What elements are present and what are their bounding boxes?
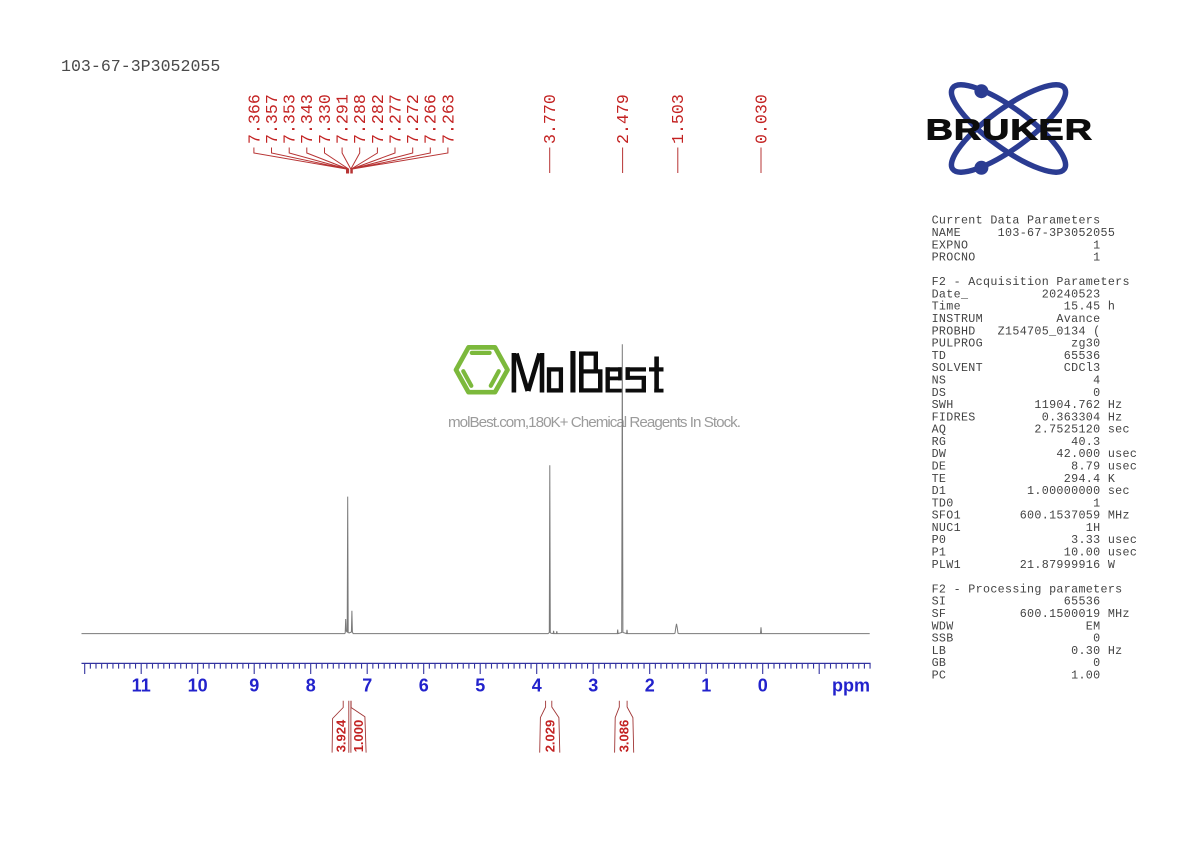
- svg-text:3.924: 3.924: [334, 719, 349, 752]
- svg-text:10: 10: [188, 676, 208, 696]
- svg-text:8: 8: [306, 676, 316, 696]
- svg-text:SFO1 600.1537059 MHz: SFO1 600.1537059 MHz: [932, 509, 1130, 523]
- svg-text:11: 11: [132, 676, 151, 696]
- svg-text:SSB 0: SSB 0: [932, 632, 1101, 646]
- svg-text:7.343: 7.343: [298, 94, 317, 144]
- svg-text:SI 65536: SI 65536: [932, 595, 1101, 609]
- svg-text:ppm: ppm: [832, 676, 870, 696]
- svg-text:WDW EM: WDW EM: [932, 619, 1101, 633]
- svg-text:3.770: 3.770: [541, 94, 560, 144]
- svg-text:TE 294.4 K: TE 294.4 K: [932, 472, 1116, 486]
- svg-text:7.263: 7.263: [439, 94, 458, 144]
- svg-text:7.272: 7.272: [404, 94, 423, 144]
- svg-text:6: 6: [419, 676, 429, 696]
- svg-text:molBest.com,180K+ Chemical Rea: molBest.com,180K+ Chemical Reagents In S…: [448, 414, 741, 431]
- svg-text:1.503: 1.503: [669, 94, 688, 144]
- svg-text:DS 0: DS 0: [932, 386, 1101, 400]
- svg-text:7.357: 7.357: [263, 94, 282, 144]
- svg-text:5: 5: [475, 676, 485, 696]
- svg-text:1.000: 1.000: [351, 720, 366, 753]
- svg-text:NS 4: NS 4: [932, 373, 1101, 387]
- svg-text:SWH 11904.762 Hz: SWH 11904.762 Hz: [932, 398, 1123, 412]
- svg-text:7: 7: [362, 676, 372, 696]
- svg-text:Current Data Parameters: Current Data Parameters: [932, 214, 1101, 228]
- svg-text:F2 - Processing parameters: F2 - Processing parameters: [932, 582, 1123, 596]
- svg-text:4: 4: [532, 676, 542, 696]
- svg-text:SOLVENT CDCl3: SOLVENT CDCl3: [932, 361, 1101, 375]
- svg-text:GB 0: GB 0: [932, 656, 1101, 670]
- svg-text:EXPNO 1: EXPNO 1: [932, 238, 1101, 252]
- svg-text:D1 1.00000000 sec: D1 1.00000000 sec: [932, 484, 1130, 498]
- svg-text:2.479: 2.479: [614, 94, 633, 144]
- svg-text:INSTRUM Avance: INSTRUM Avance: [932, 312, 1101, 326]
- svg-text:Time 15.45 h: Time 15.45 h: [932, 300, 1116, 314]
- svg-text:TD0 1: TD0 1: [932, 496, 1101, 510]
- svg-text:PROBHD Z154705_0134 (: PROBHD Z154705_0134 (: [932, 324, 1101, 338]
- svg-text:7.277: 7.277: [386, 94, 405, 144]
- svg-text:DW 42.000 usec: DW 42.000 usec: [932, 447, 1138, 461]
- svg-text:0.030: 0.030: [752, 94, 771, 144]
- svg-text:DE 8.79 usec: DE 8.79 usec: [932, 460, 1138, 474]
- svg-text:2.029: 2.029: [543, 720, 558, 753]
- svg-text:P1 10.00 usec: P1 10.00 usec: [932, 546, 1138, 560]
- svg-text:PROCNO 1: PROCNO 1: [932, 251, 1101, 265]
- svg-text:FIDRES 0.363304 Hz: FIDRES 0.363304 Hz: [932, 410, 1123, 424]
- svg-text:TD 65536: TD 65536: [932, 349, 1101, 363]
- svg-text:3.086: 3.086: [617, 720, 632, 753]
- svg-text:7.282: 7.282: [369, 94, 388, 144]
- svg-text:PLW1 21.87999916 W: PLW1 21.87999916 W: [932, 558, 1116, 572]
- svg-text:7.288: 7.288: [351, 94, 370, 144]
- svg-text:7.266: 7.266: [422, 94, 441, 144]
- svg-text:1: 1: [701, 676, 711, 696]
- svg-text:0: 0: [758, 676, 768, 696]
- svg-text:7.291: 7.291: [334, 94, 353, 144]
- svg-text:F2 - Acquisition Parameters: F2 - Acquisition Parameters: [932, 275, 1130, 289]
- svg-text:LB 0.30 Hz: LB 0.30 Hz: [932, 644, 1123, 658]
- svg-text:NUC1 1H: NUC1 1H: [932, 521, 1101, 535]
- svg-text:PC 1.00: PC 1.00: [932, 668, 1101, 682]
- svg-text:P0 3.33 usec: P0 3.33 usec: [932, 533, 1138, 547]
- svg-text:3: 3: [588, 676, 598, 696]
- svg-text:103-67-3P3052055: 103-67-3P3052055: [61, 57, 220, 76]
- svg-text:PULPROG zg30: PULPROG zg30: [932, 337, 1101, 351]
- svg-text:2: 2: [645, 676, 655, 696]
- svg-text:NAME 103-67-3P3052055: NAME 103-67-3P3052055: [932, 226, 1116, 240]
- svg-text:Date_ 20240523: Date_ 20240523: [932, 287, 1101, 301]
- svg-text:7.330: 7.330: [316, 94, 335, 144]
- svg-text:7.366: 7.366: [245, 94, 264, 144]
- svg-text:BRUKER: BRUKER: [926, 115, 1093, 147]
- svg-text:9: 9: [249, 676, 259, 696]
- svg-text:SF 600.1500019 MHz: SF 600.1500019 MHz: [932, 607, 1130, 621]
- svg-text:AQ 2.7525120 sec: AQ 2.7525120 sec: [932, 423, 1130, 437]
- svg-text:7.353: 7.353: [281, 94, 300, 144]
- svg-text:RG 40.3: RG 40.3: [932, 435, 1101, 449]
